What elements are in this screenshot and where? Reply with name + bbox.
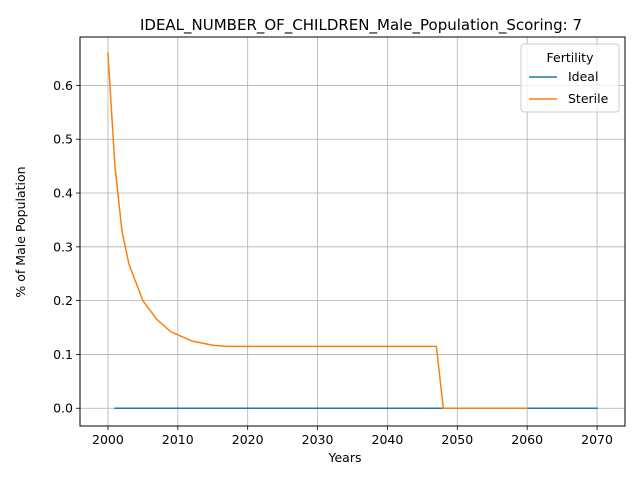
series-line-sterile (107, 52, 528, 409)
legend-label-sterile: Sterile (568, 91, 609, 106)
chart-title: IDEAL_NUMBER_OF_CHILDREN_Male_Population… (140, 16, 582, 35)
x-ticks: 2000 2010 2020 2030 2040 2050 2060 2070 (92, 426, 613, 447)
y-tick-label: 0.0 (53, 401, 73, 416)
series-lines (107, 52, 598, 409)
x-tick-label: 2000 (92, 432, 124, 447)
x-tick-label: 2070 (581, 432, 613, 447)
plot-frame (79, 36, 626, 427)
legend-box (520, 43, 620, 113)
x-tick-label: 2030 (302, 432, 334, 447)
x-tick-label: 2060 (511, 432, 543, 447)
grid-lines (80, 37, 625, 426)
x-tick-label: 2040 (372, 432, 404, 447)
x-tick-label: 2020 (232, 432, 264, 447)
legend: Fertility Ideal Sterile (520, 43, 620, 113)
y-tick-label: 0.4 (53, 186, 73, 201)
y-tick-label: 0.5 (53, 132, 73, 147)
y-tick-label: 0.3 (53, 239, 73, 254)
legend-title: Fertility (547, 50, 595, 65)
x-axis-label: Years (328, 450, 362, 465)
x-tick-label: 2010 (162, 432, 194, 447)
y-axis-label: % of Male Population (13, 166, 28, 297)
y-tick-label: 0.2 (53, 293, 73, 308)
y-tick-label: 0.6 (53, 78, 73, 93)
y-tick-label: 0.1 (53, 347, 73, 362)
y-ticks: 0.0 0.1 0.2 0.3 0.4 0.5 0.6 (53, 78, 80, 416)
x-tick-label: 2050 (441, 432, 473, 447)
legend-label-ideal: Ideal (568, 69, 598, 84)
